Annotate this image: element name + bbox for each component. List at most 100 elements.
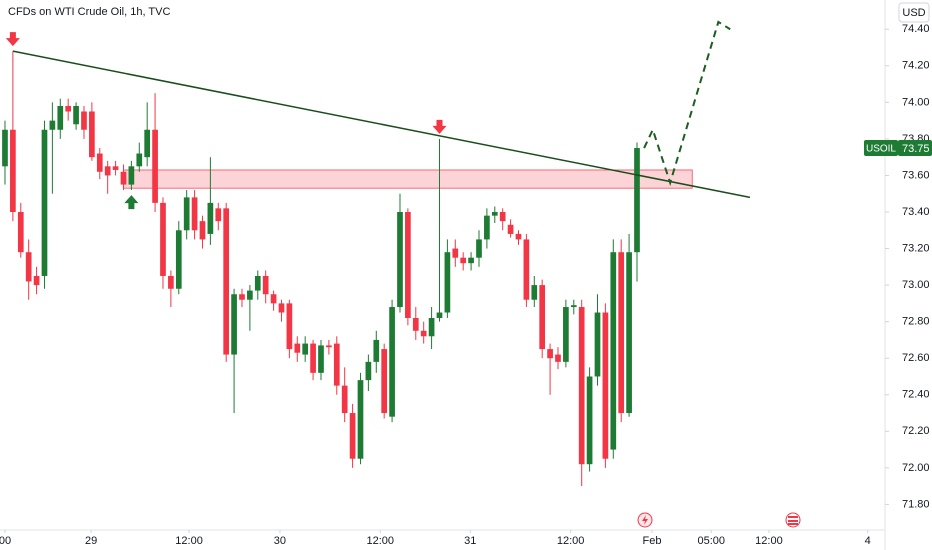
y-tick-label: 72.00 [902,462,930,474]
candle-body [333,343,340,386]
y-tick-label: 74.00 [902,96,930,108]
candle-body [555,354,561,362]
candle-body [476,239,482,258]
y-tick-label: 73.00 [902,279,930,291]
chart-title: CFDs on WTI Crude Oil, 1h, TVC [8,6,170,18]
y-tick-label: 72.20 [902,425,930,437]
candle-body [183,197,190,231]
x-tick-label: 30 [274,535,286,547]
candle-body [231,294,237,355]
x-tick-label: 05:00 [697,535,725,547]
candle-body [128,166,135,185]
x-tick-label: 31 [464,535,476,547]
candle-body [33,275,40,286]
candle-body [365,361,372,381]
candle-body [286,303,293,350]
candle-body [618,252,625,414]
candle-body [120,171,127,185]
y-tick-label: 74.40 [902,23,930,35]
plot-area [2,20,751,487]
candle-body [610,252,617,450]
candle-body [17,212,24,253]
x-tick-label: Feb [643,535,662,547]
candle-body [389,307,395,417]
candle-body [215,208,222,222]
candle-body [547,349,553,359]
candle-body [373,339,380,362]
candle-body [491,212,498,216]
candle-body [444,252,451,313]
x-tick-label: 12:00 [755,535,783,547]
candle-body [397,212,403,308]
projection-path [643,20,731,187]
flag-stripe [788,520,798,522]
candle-body [326,345,332,348]
candle-body [25,252,32,282]
symbol-label: USOIL [866,144,896,155]
candle-body [73,106,79,125]
candle-body [602,312,609,459]
candle-body [405,212,411,318]
candle-body [523,239,530,300]
candle-body [499,212,506,222]
event-icon[interactable] [637,512,653,528]
candle-body [626,252,632,414]
currency-label[interactable]: USD [902,7,925,19]
candle-body [531,285,538,300]
x-tick-label: 12:00 [366,535,394,547]
candle-body [199,221,206,240]
candle-body [460,257,467,264]
resistance-zone [122,169,693,189]
candle-body [144,129,151,158]
candle-body [634,148,640,253]
flag-stripe [788,523,798,525]
candle-body [278,303,285,313]
candle-body [452,248,459,258]
candle-body [239,294,245,300]
flag-icon[interactable] [785,512,801,528]
x-tick-label: 4 [865,535,871,547]
candle-body [570,305,577,308]
candle-body [270,294,277,304]
candle-body [2,129,8,167]
event-bolt [642,515,648,525]
candle-body [89,111,95,158]
y-tick-label: 73.20 [902,242,930,254]
candle-body [207,202,214,234]
signal-arrow [5,32,20,47]
x-tick-label: 12:00 [557,535,585,547]
candle-body [381,349,388,414]
candle-body [357,380,364,459]
currency-button[interactable]: USD [898,2,930,23]
candle-body [112,166,119,170]
candle-body [341,385,348,414]
price-tag [898,140,932,157]
candle-body [578,307,585,465]
candle-body [152,129,158,203]
candle-body [468,257,474,264]
y-tick-label: 74.20 [902,60,930,72]
flag-stripe [788,516,798,518]
candle-body [10,129,16,212]
candle-body [294,343,301,353]
candle-body [436,312,443,318]
candle-body [41,129,48,276]
price-label: 73.75 [902,143,930,155]
candle-body [49,120,56,130]
y-tick-label: 72.60 [902,352,930,364]
candle-body [349,413,356,459]
x-tick-label: 12:00 [175,535,203,547]
x-tick-label: 29 [85,535,97,547]
y-tick-label: 73.60 [902,169,930,181]
currency-button-frame[interactable] [898,2,930,23]
candle-body [539,285,546,350]
y-tick-label: 73.40 [902,206,930,218]
candle-body [191,197,198,231]
candle-body [586,376,593,465]
candle-body [57,106,64,130]
candle-body [428,318,435,337]
y-tick-label: 71.80 [902,498,930,510]
y-tick-label: 72.40 [902,389,930,401]
signal-arrow [432,119,447,134]
